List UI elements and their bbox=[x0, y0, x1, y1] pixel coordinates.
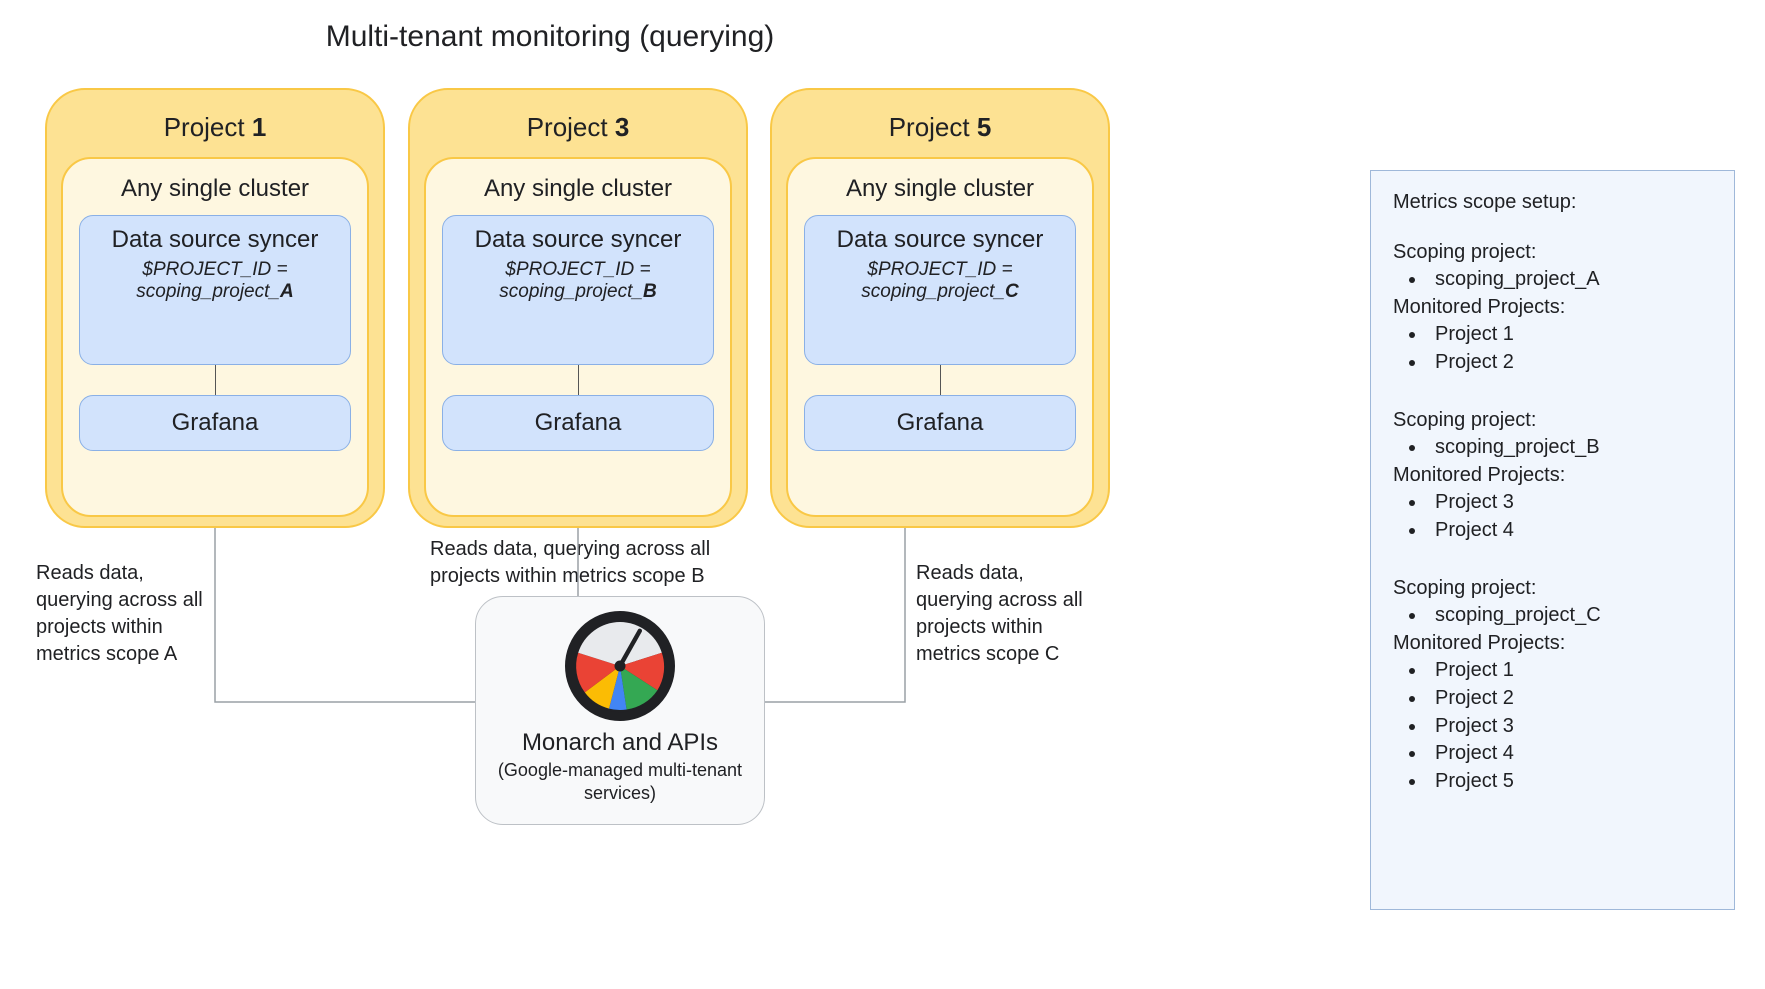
reads-data-label: Reads data, querying across all projects… bbox=[916, 560, 1096, 668]
monitored-projects-label: Monitored Projects: bbox=[1393, 294, 1724, 322]
scope-block: Scoping project:scoping_project_BMonitor… bbox=[1393, 407, 1724, 545]
monitored-projects-label: Monitored Projects: bbox=[1393, 630, 1724, 658]
monarch-subtitle: (Google-managed multi-tenant services) bbox=[486, 759, 754, 806]
monitored-project-item: Project 3 bbox=[1427, 713, 1724, 741]
monitored-project-item: Project 2 bbox=[1427, 349, 1724, 377]
monitored-project-item: Project 1 bbox=[1427, 321, 1724, 349]
cluster-title: Any single cluster bbox=[804, 175, 1076, 203]
monitored-project-item: Project 1 bbox=[1427, 657, 1724, 685]
data-source-syncer-box: Data source syncer $PROJECT_ID = scoping_… bbox=[442, 215, 714, 365]
connector-line bbox=[578, 365, 579, 395]
project-title: Project 3 bbox=[424, 112, 732, 143]
monitored-project-item: Project 4 bbox=[1427, 517, 1724, 545]
syncer-title: Data source syncer bbox=[815, 226, 1065, 255]
monarch-box: Monarch and APIs (Google-managed multi-t… bbox=[475, 596, 765, 825]
connector-line bbox=[940, 365, 941, 395]
syncer-project-id: $PROJECT_ID = scoping_project_C bbox=[815, 259, 1065, 303]
monitored-project-item: Project 5 bbox=[1427, 768, 1724, 796]
syncer-title: Data source syncer bbox=[90, 226, 340, 255]
monitored-project-item: Project 2 bbox=[1427, 685, 1724, 713]
gauge-icon bbox=[565, 611, 675, 721]
project-title: Project 5 bbox=[786, 112, 1094, 143]
cluster-title: Any single cluster bbox=[442, 175, 714, 203]
grafana-box: Grafana bbox=[442, 395, 714, 451]
cluster-box: Any single cluster Data source syncer $PRO… bbox=[786, 157, 1094, 517]
scoping-project-label: Scoping project: bbox=[1393, 575, 1724, 603]
metrics-scope-sidebar: Metrics scope setup:Scoping project:scop… bbox=[1370, 170, 1735, 910]
scoping-project-value: scoping_project_C bbox=[1427, 602, 1724, 630]
syncer-project-id: $PROJECT_ID = scoping_project_B bbox=[453, 259, 703, 303]
scoping-project-label: Scoping project: bbox=[1393, 239, 1724, 267]
page-title: Multi-tenant monitoring (querying) bbox=[0, 20, 1100, 54]
project-card: Project 1 Any single cluster Data source s… bbox=[45, 88, 385, 528]
scope-block: Scoping project:scoping_project_AMonitor… bbox=[1393, 239, 1724, 377]
cluster-box: Any single cluster Data source syncer $PRO… bbox=[61, 157, 369, 517]
scoping-project-value: scoping_project_A bbox=[1427, 266, 1724, 294]
monitored-project-item: Project 3 bbox=[1427, 489, 1724, 517]
monitored-project-item: Project 4 bbox=[1427, 740, 1724, 768]
cluster-box: Any single cluster Data source syncer $PRO… bbox=[424, 157, 732, 517]
project-card: Project 5 Any single cluster Data source s… bbox=[770, 88, 1110, 528]
grafana-box: Grafana bbox=[804, 395, 1076, 451]
sidebar-heading: Metrics scope setup: bbox=[1393, 189, 1724, 217]
project-card: Project 3 Any single cluster Data source s… bbox=[408, 88, 748, 528]
scoping-project-label: Scoping project: bbox=[1393, 407, 1724, 435]
scoping-project-value: scoping_project_B bbox=[1427, 434, 1724, 462]
connector-line bbox=[215, 365, 216, 395]
grafana-box: Grafana bbox=[79, 395, 351, 451]
syncer-project-id: $PROJECT_ID = scoping_project_A bbox=[90, 259, 340, 303]
reads-data-label: Reads data, querying across all projects… bbox=[430, 536, 750, 590]
cluster-title: Any single cluster bbox=[79, 175, 351, 203]
data-source-syncer-box: Data source syncer $PROJECT_ID = scoping_… bbox=[79, 215, 351, 365]
data-source-syncer-box: Data source syncer $PROJECT_ID = scoping_… bbox=[804, 215, 1076, 365]
reads-data-label: Reads data, querying across all projects… bbox=[36, 560, 216, 668]
monitored-projects-label: Monitored Projects: bbox=[1393, 462, 1724, 490]
project-title: Project 1 bbox=[61, 112, 369, 143]
monarch-title: Monarch and APIs bbox=[486, 729, 754, 757]
scope-block: Scoping project:scoping_project_CMonitor… bbox=[1393, 575, 1724, 796]
syncer-title: Data source syncer bbox=[453, 226, 703, 255]
